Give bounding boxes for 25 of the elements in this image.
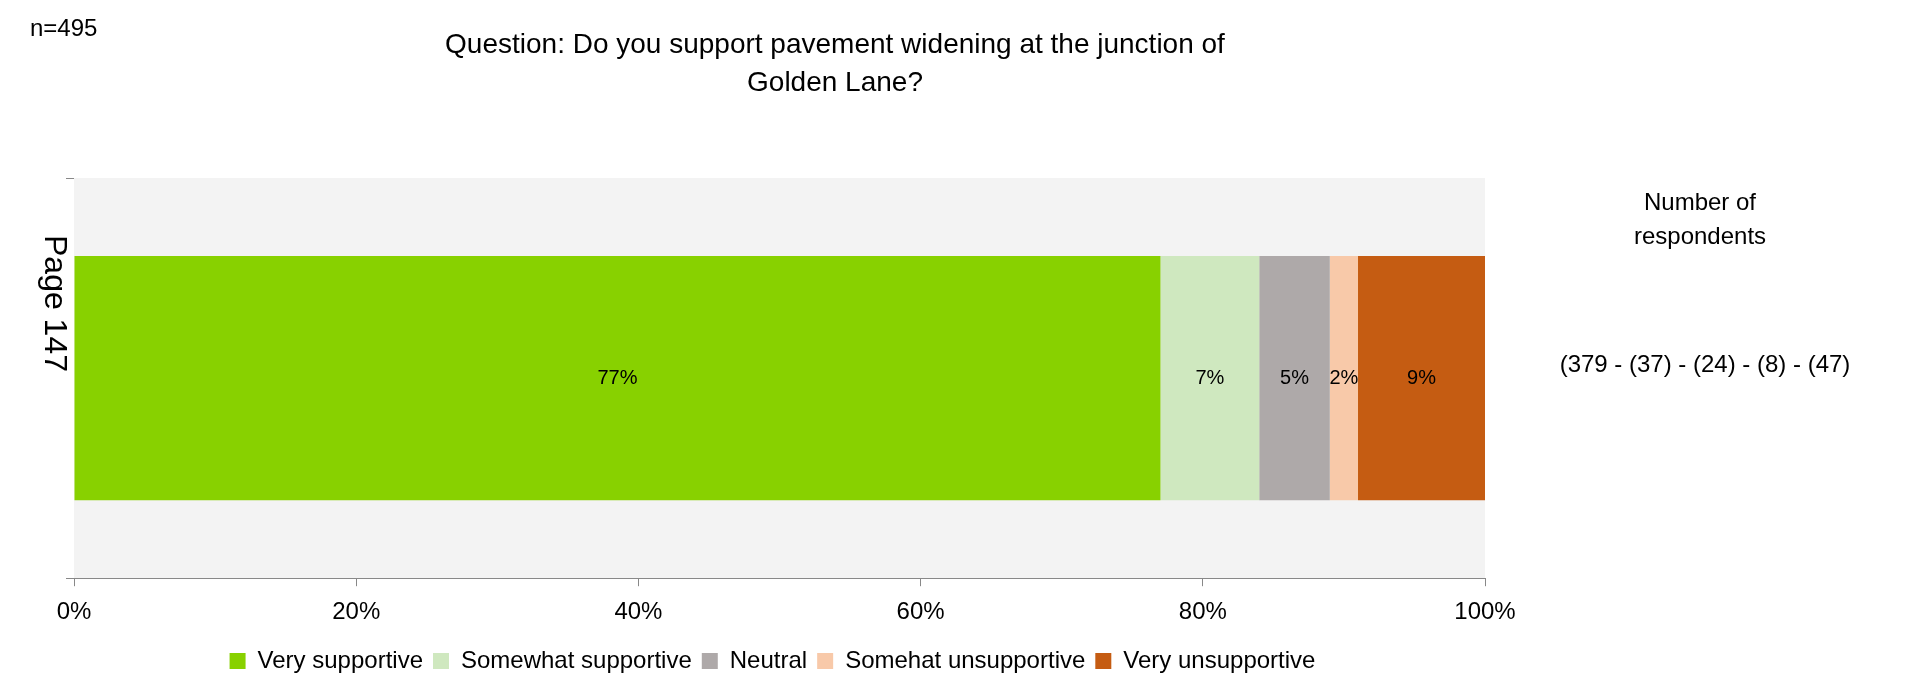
x-tick-label: 20% <box>332 597 381 625</box>
legend-label: Very unsupportive <box>1123 645 1316 673</box>
text: (379 - (37) - (24) - (8) - (47) <box>1558 350 1852 378</box>
legend-label: Somewhat supportive <box>461 645 692 673</box>
data-label: 7% <box>1195 365 1225 388</box>
bar <box>1160 256 1260 501</box>
data-label: 9% <box>1407 365 1437 388</box>
legend-label: Very supportive <box>257 645 423 673</box>
x-tick-label: 60% <box>896 597 945 625</box>
x-tick-label: 0% <box>56 597 92 625</box>
chart-title: Question: Do you support pavement widening at the junction of Golden Lane? <box>444 27 1226 99</box>
legend-label: Neutral <box>729 645 808 673</box>
x-tick-label: 40% <box>614 597 663 625</box>
text: Number of respondents <box>1632 187 1768 251</box>
data-label: 2% <box>1329 365 1359 388</box>
text: Page 147 <box>36 234 74 374</box>
text: n=495 <box>30 14 98 42</box>
data-label: 5% <box>1280 365 1310 388</box>
bar <box>1259 256 1330 501</box>
bar <box>1358 256 1485 501</box>
legend-label: Somehat unsupportive <box>845 645 1086 673</box>
x-tick-label: 100% <box>1454 597 1516 625</box>
x-tick-label: 80% <box>1178 597 1227 625</box>
bar <box>1329 256 1359 501</box>
data-label: 77% <box>597 365 638 388</box>
